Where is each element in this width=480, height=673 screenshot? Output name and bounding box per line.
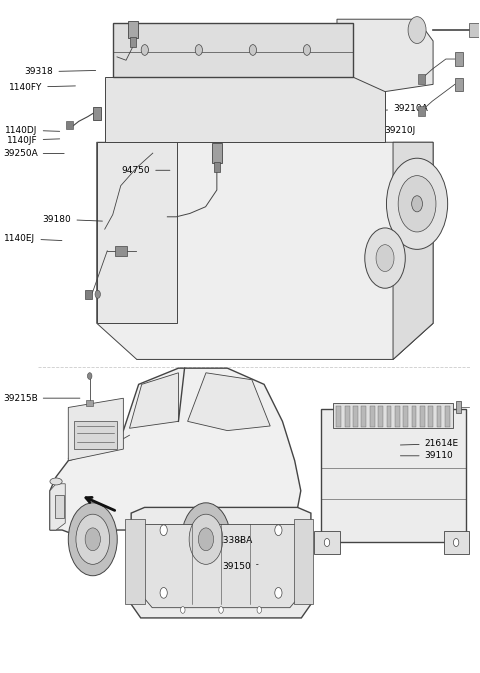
Bar — [418, 75, 425, 84]
Text: 1140DJ: 1140DJ — [5, 126, 60, 135]
Polygon shape — [131, 507, 311, 618]
Polygon shape — [55, 495, 64, 518]
Bar — [353, 406, 358, 427]
Bar — [361, 406, 366, 427]
Circle shape — [180, 606, 185, 613]
Bar — [86, 400, 93, 406]
Ellipse shape — [50, 478, 62, 485]
Circle shape — [198, 528, 214, 551]
Polygon shape — [125, 519, 144, 604]
Circle shape — [275, 588, 282, 598]
Polygon shape — [321, 409, 466, 542]
Polygon shape — [188, 373, 270, 431]
Polygon shape — [469, 23, 480, 37]
Bar — [345, 406, 349, 427]
Text: 94750: 94750 — [121, 166, 170, 175]
Bar — [370, 406, 374, 427]
Polygon shape — [144, 524, 298, 608]
Polygon shape — [393, 142, 433, 359]
Circle shape — [76, 514, 109, 565]
Polygon shape — [337, 20, 433, 92]
Text: 21614E: 21614E — [400, 439, 459, 448]
Bar — [128, 22, 138, 38]
Bar — [403, 406, 408, 427]
Polygon shape — [333, 403, 453, 428]
Polygon shape — [444, 531, 468, 555]
Circle shape — [303, 44, 311, 55]
Bar — [130, 37, 136, 47]
Bar — [214, 162, 220, 172]
Text: 1140EJ: 1140EJ — [4, 234, 62, 243]
Circle shape — [87, 373, 92, 380]
Polygon shape — [68, 398, 123, 460]
Polygon shape — [74, 421, 117, 449]
Bar — [411, 406, 416, 427]
Circle shape — [95, 290, 100, 298]
Bar — [428, 406, 433, 427]
Circle shape — [408, 17, 426, 44]
Polygon shape — [50, 368, 301, 542]
Circle shape — [68, 503, 117, 575]
Circle shape — [181, 503, 230, 575]
Circle shape — [257, 606, 262, 613]
Text: 39250A: 39250A — [3, 149, 64, 158]
Circle shape — [376, 245, 394, 271]
Text: 39210A: 39210A — [369, 104, 428, 113]
Bar — [420, 406, 425, 427]
Text: 39318: 39318 — [24, 67, 96, 76]
Bar — [212, 143, 222, 163]
Bar — [456, 400, 461, 413]
Text: 39210J: 39210J — [364, 126, 415, 135]
Bar — [386, 406, 391, 427]
Circle shape — [195, 44, 203, 55]
Bar — [336, 406, 341, 427]
Polygon shape — [314, 531, 339, 555]
Bar — [115, 246, 127, 256]
Circle shape — [386, 158, 448, 250]
Text: 39180: 39180 — [43, 215, 102, 223]
Circle shape — [219, 606, 223, 613]
Bar — [437, 406, 441, 427]
Text: 1338BA: 1338BA — [217, 536, 253, 545]
Polygon shape — [130, 373, 179, 428]
Polygon shape — [97, 142, 177, 323]
Circle shape — [85, 528, 100, 551]
Bar — [378, 406, 383, 427]
Circle shape — [160, 525, 167, 536]
Circle shape — [398, 176, 436, 232]
Circle shape — [454, 538, 459, 546]
Bar — [455, 77, 463, 91]
Polygon shape — [105, 77, 385, 142]
Circle shape — [324, 538, 330, 546]
Polygon shape — [294, 519, 313, 604]
Text: 39110: 39110 — [400, 452, 454, 460]
Polygon shape — [50, 484, 65, 530]
Bar — [455, 52, 463, 66]
Text: 1140JF: 1140JF — [7, 136, 60, 145]
Circle shape — [275, 525, 282, 536]
Circle shape — [412, 196, 422, 212]
Circle shape — [141, 44, 148, 55]
Circle shape — [160, 588, 167, 598]
Bar — [445, 406, 450, 427]
Text: 39150: 39150 — [222, 562, 258, 571]
Text: 1140FY: 1140FY — [9, 83, 75, 92]
Bar — [418, 106, 425, 116]
Circle shape — [189, 514, 223, 565]
Polygon shape — [113, 23, 353, 77]
Text: 39215B: 39215B — [3, 394, 80, 402]
Circle shape — [365, 228, 405, 288]
Bar — [85, 289, 92, 299]
Circle shape — [249, 44, 256, 55]
Bar — [66, 121, 73, 129]
Bar — [93, 106, 101, 120]
Polygon shape — [97, 142, 433, 359]
Bar — [395, 406, 399, 427]
Polygon shape — [137, 323, 433, 359]
